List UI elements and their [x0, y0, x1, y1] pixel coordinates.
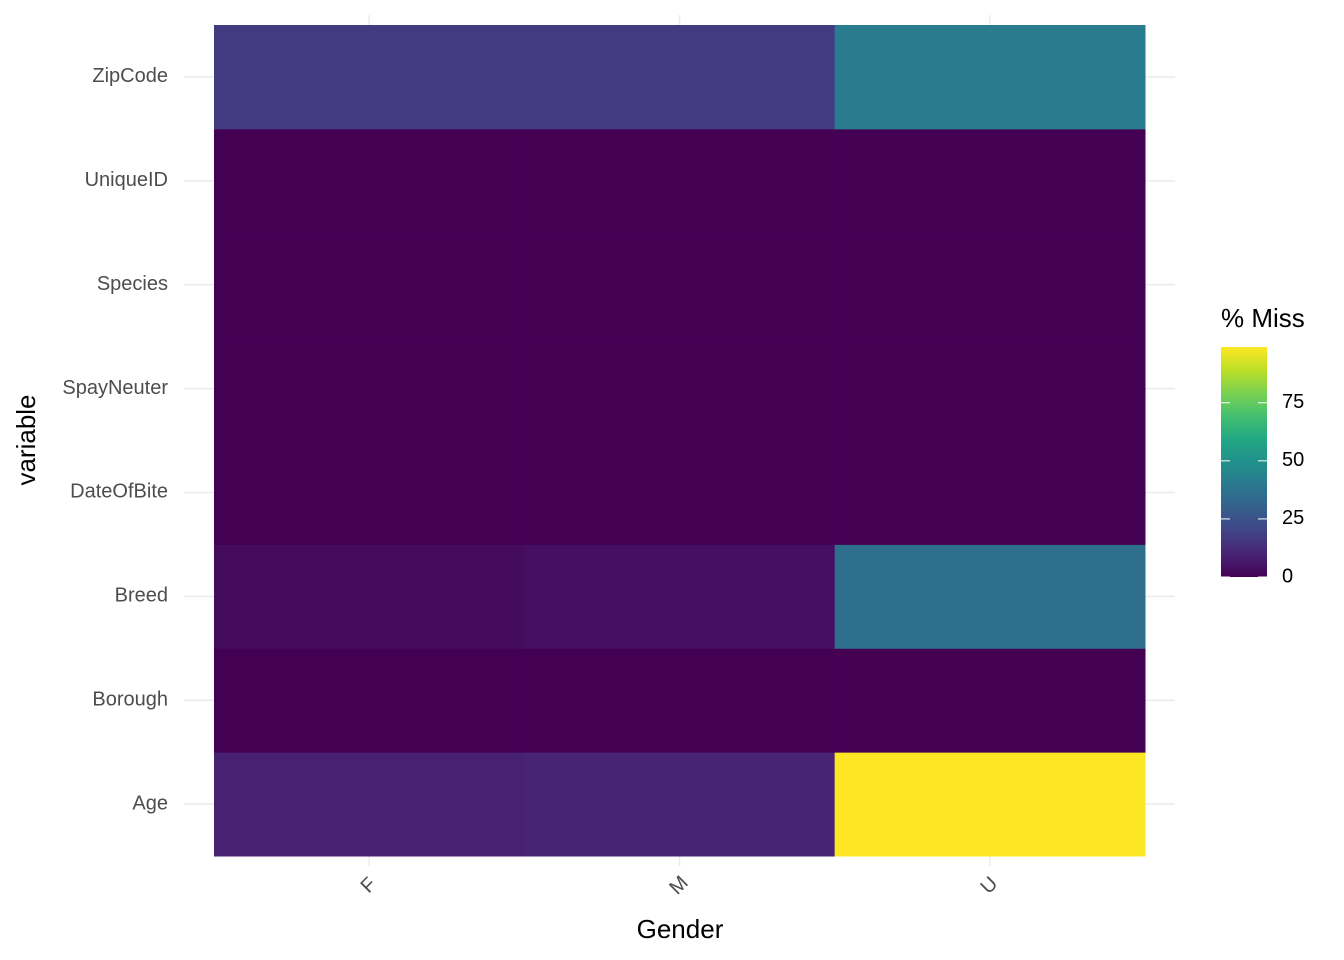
- heat-cell: [524, 25, 836, 130]
- heat-cell: [214, 752, 525, 857]
- colorbar-tick-label: 50: [1282, 449, 1304, 471]
- x-axis-title: Gender: [637, 914, 724, 944]
- heat-cell: [524, 544, 836, 649]
- colorbar: [1221, 347, 1267, 577]
- heat-cell: [524, 648, 836, 753]
- y-tick-label: Borough: [92, 688, 168, 710]
- heat-cell: [524, 128, 836, 234]
- heat-cell: [834, 25, 1146, 130]
- heat-cell: [214, 648, 525, 753]
- heat-cell: [214, 128, 525, 234]
- heat-cell: [834, 648, 1146, 753]
- y-tick-label: SpayNeuter: [62, 377, 168, 399]
- heat-cell: [834, 544, 1146, 649]
- heat-cell: [214, 232, 525, 338]
- heat-cell: [214, 544, 525, 649]
- y-tick-label: Age: [132, 792, 168, 814]
- y-tick-label: Species: [97, 273, 168, 295]
- y-tick-label: Breed: [115, 585, 168, 607]
- x-tick-label: M: [665, 872, 692, 899]
- heat-cell: [214, 336, 525, 441]
- heat-cell: [834, 440, 1146, 545]
- heat-cell: [524, 232, 836, 338]
- heat-cell: [834, 336, 1146, 441]
- heat-cell: [834, 128, 1146, 234]
- heat-cell: [214, 25, 525, 130]
- heat-cell: [214, 440, 525, 545]
- y-axis-title: variable: [11, 394, 41, 485]
- heat-cell: [524, 752, 836, 857]
- heat-cell: [834, 232, 1146, 338]
- x-tick-label: F: [357, 873, 381, 897]
- legend-title: % Miss: [1221, 303, 1305, 333]
- colorbar-tick-label: 25: [1282, 507, 1304, 529]
- heat-cell: [524, 440, 836, 545]
- heat-cell: [834, 752, 1146, 857]
- y-tick-label: UniqueID: [85, 169, 168, 191]
- colorbar-tick-label: 75: [1282, 391, 1304, 413]
- x-tick-label: U: [976, 873, 1002, 899]
- y-tick-label: ZipCode: [92, 65, 168, 87]
- y-tick-label: DateOfBite: [70, 481, 168, 503]
- heat-cell: [524, 336, 836, 441]
- colorbar-tick-label: 0: [1282, 565, 1293, 587]
